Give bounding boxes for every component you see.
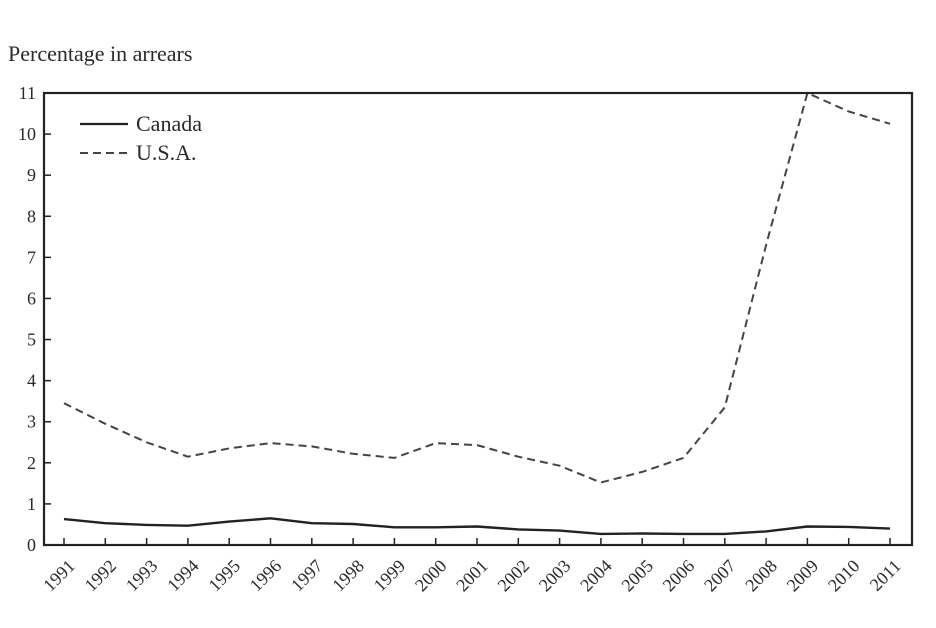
y-tick-label: 2 — [27, 453, 36, 473]
plot-frame — [42, 91, 914, 547]
y-tick-label: 10 — [18, 124, 36, 144]
x-tick-label: 2011 — [866, 556, 905, 595]
y-tick-label: 5 — [27, 330, 36, 350]
y-tick-label: 4 — [27, 371, 36, 391]
x-tick-label: 1999 — [370, 556, 410, 596]
y-tick-label: 8 — [27, 206, 36, 226]
y-axis-label: Percentage in arrears — [8, 41, 192, 66]
x-tick-label: 1991 — [39, 556, 79, 596]
x-tick-label: 1994 — [163, 556, 203, 596]
y-tick-label: 3 — [27, 412, 36, 432]
x-tick-label: 1992 — [81, 556, 121, 596]
x-axis-ticks: 1991 1992 1993 1994 1995 1996 1997 1998 1999 2000… — [39, 538, 905, 595]
x-tick-label: 1997 — [287, 556, 327, 596]
series-line-canada — [63, 517, 891, 536]
y-tick-label: 9 — [27, 165, 36, 185]
y-tick-label: 11 — [19, 83, 36, 103]
y-tick-label: 0 — [27, 535, 36, 555]
x-tick-label: 2009 — [783, 556, 823, 596]
series-line-usa — [63, 92, 891, 484]
series-layer — [63, 92, 891, 536]
x-tick-label: 2007 — [700, 556, 740, 596]
x-tick-label: 2001 — [452, 556, 492, 596]
x-tick-label: 2008 — [741, 556, 781, 596]
legend: Canada U.S.A. — [80, 111, 202, 165]
y-tick-label: 6 — [27, 288, 36, 308]
x-tick-label: 2005 — [617, 556, 657, 596]
x-tick-label: 2002 — [494, 556, 534, 596]
x-tick-label: 1998 — [328, 556, 368, 596]
x-tick-label: 1993 — [122, 556, 162, 596]
x-tick-label: 1996 — [246, 556, 286, 596]
x-tick-label: 2006 — [659, 556, 699, 596]
y-tick-label: 1 — [27, 494, 36, 514]
x-tick-label: 2010 — [824, 556, 864, 596]
y-axis-ticks: 0 1 2 3 4 5 6 7 8 9 10 11 — [18, 83, 51, 555]
x-tick-label: 2000 — [411, 556, 451, 596]
y-tick-label: 7 — [27, 247, 36, 267]
legend-label-canada: Canada — [136, 111, 202, 136]
x-tick-label: 2004 — [576, 556, 616, 596]
legend-label-usa: U.S.A. — [136, 140, 197, 165]
x-tick-label: 1995 — [204, 556, 244, 596]
x-tick-label: 2003 — [535, 556, 575, 596]
